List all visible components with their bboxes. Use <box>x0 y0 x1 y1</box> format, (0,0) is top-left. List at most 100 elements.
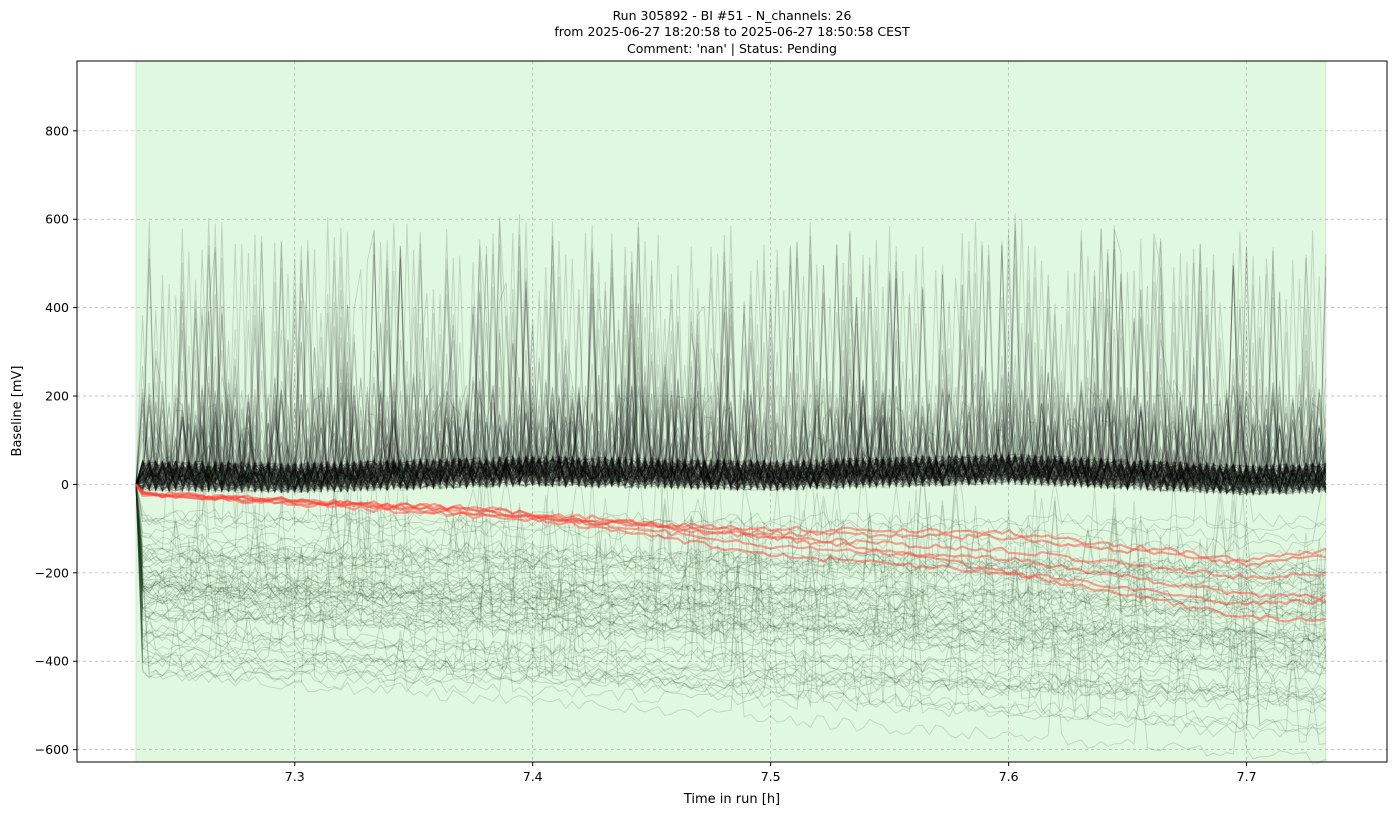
drift-trace <box>135 484 1327 697</box>
drift-trace <box>135 484 1327 643</box>
noise-trace <box>135 326 1327 494</box>
noise-trace <box>135 241 1327 493</box>
noise-trace <box>135 325 1327 495</box>
drift-trace <box>135 484 1326 622</box>
noise-trace <box>135 230 1327 494</box>
noise-trace <box>135 276 1327 496</box>
drift-trace <box>135 484 1327 678</box>
noise-trace <box>135 222 1326 494</box>
noise-trace <box>135 282 1327 494</box>
drift-trace <box>135 484 1327 638</box>
noise-trace <box>135 265 1327 493</box>
noise-trace <box>135 243 1327 496</box>
noise-trace <box>135 381 1326 495</box>
noise-trace <box>135 234 1327 495</box>
noise-trace <box>135 307 1327 496</box>
noise-trace <box>135 293 1327 494</box>
noise-trace <box>135 218 1327 493</box>
noise-trace <box>135 223 1327 496</box>
drift-trace <box>135 484 1327 642</box>
noise-trace <box>135 255 1327 494</box>
noise-trace <box>135 337 1327 497</box>
noise-trace <box>135 248 1327 495</box>
noise-trace <box>135 251 1327 495</box>
noise-trace <box>135 294 1327 494</box>
noise-trace <box>135 270 1327 493</box>
drift-trace <box>135 434 1326 580</box>
drift-trace <box>135 464 1326 571</box>
highlight-trace <box>135 483 1327 580</box>
noise-trace <box>135 270 1327 495</box>
drift-traces <box>135 406 1327 765</box>
noise-trace <box>135 254 1327 494</box>
y-tick-label: 400 <box>45 300 69 315</box>
noise-trace <box>135 231 1327 493</box>
noise-trace <box>135 227 1327 495</box>
noise-trace <box>135 337 1327 493</box>
x-axis-label: Time in run [h] <box>683 792 780 807</box>
highlight-trace <box>135 483 1327 607</box>
noise-trace <box>135 246 1326 494</box>
drift-trace <box>135 409 1327 528</box>
noise-trace <box>135 228 1327 496</box>
noise-trace <box>135 245 1326 495</box>
noise-trace <box>135 248 1327 495</box>
noise-trace <box>135 322 1327 495</box>
noise-trace <box>135 224 1327 495</box>
drift-trace <box>135 436 1327 560</box>
noise-trace <box>135 231 1326 495</box>
drift-trace <box>135 484 1326 696</box>
noise-trace <box>135 360 1327 494</box>
noise-trace <box>135 264 1327 492</box>
drift-trace <box>135 484 1326 609</box>
grid-lines <box>77 61 1387 762</box>
drift-trace <box>135 484 1327 647</box>
noise-trace <box>135 259 1327 494</box>
noise-trace <box>135 273 1327 495</box>
x-axis-ticks: 7.3 7.4 7.5 7.6 7.7 <box>285 762 1257 784</box>
drift-trace <box>135 484 1327 617</box>
drift-trace <box>135 430 1326 586</box>
highlight-trace <box>135 483 1327 568</box>
noise-trace <box>135 254 1327 494</box>
noise-trace <box>135 244 1327 494</box>
y-axis-label: Baseline [mV] <box>10 366 25 457</box>
noise-trace <box>135 249 1327 493</box>
noise-trace <box>135 258 1327 493</box>
noise-trace <box>135 244 1327 495</box>
noise-trace <box>135 261 1326 494</box>
noise-trace <box>135 257 1327 495</box>
drift-trace <box>135 484 1327 620</box>
noise-trace <box>135 240 1326 493</box>
title-line-3: Comment: 'nan' | Status: Pending <box>627 41 837 56</box>
noise-trace <box>135 243 1327 495</box>
noise-trace <box>135 253 1327 497</box>
noise-trace <box>135 232 1327 496</box>
noise-trace <box>135 279 1327 493</box>
noise-trace <box>135 254 1327 494</box>
noise-trace <box>135 217 1327 496</box>
noise-trace <box>135 225 1327 492</box>
drift-trace <box>135 484 1327 692</box>
drift-trace <box>135 484 1327 729</box>
noise-trace <box>135 229 1327 494</box>
noise-trace <box>135 219 1327 495</box>
drift-trace <box>135 440 1327 574</box>
noise-trace <box>135 261 1327 495</box>
drift-trace <box>135 484 1326 621</box>
drift-trace <box>135 484 1326 596</box>
noise-trace <box>135 249 1327 496</box>
noise-trace <box>135 245 1327 495</box>
noise-trace <box>135 264 1327 494</box>
noise-trace <box>135 229 1327 493</box>
drift-trace <box>135 484 1326 706</box>
noise-trace <box>135 214 1327 493</box>
noise-trace <box>135 222 1327 494</box>
y-tick-label: 200 <box>45 389 69 404</box>
noise-trace <box>135 246 1327 496</box>
drift-trace <box>135 476 1327 610</box>
noise-trace <box>135 238 1327 493</box>
noise-trace <box>135 244 1326 494</box>
drift-trace <box>135 484 1327 672</box>
noise-trace <box>135 251 1327 495</box>
